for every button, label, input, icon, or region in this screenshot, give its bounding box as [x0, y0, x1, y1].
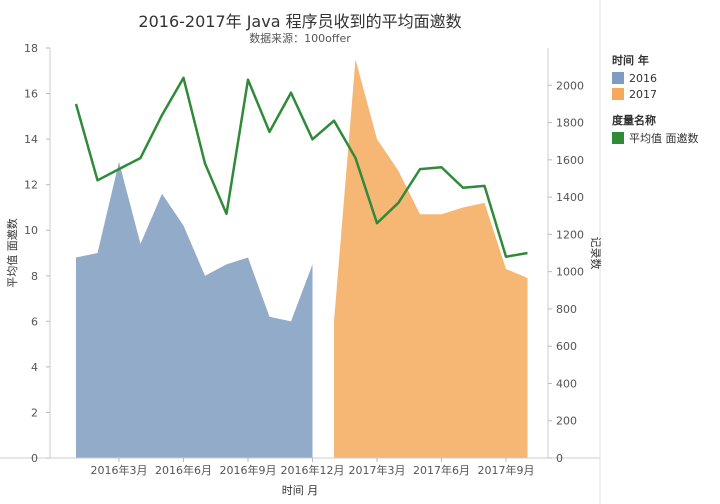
legend-label: 平均值 面邀数	[629, 132, 699, 145]
y-right-tick-label: 600	[556, 340, 577, 353]
y-right-tick-label: 200	[556, 415, 577, 428]
legend-item: 平均值 面邀数	[612, 130, 699, 146]
x-tick-label: 2017年9月	[478, 463, 535, 477]
chart-title: 2016-2017年 Java 程序员收到的平均面邀数	[138, 12, 462, 31]
y-right-axis-title: 记录数	[589, 237, 602, 270]
y-right-tick-label: 0	[556, 452, 563, 465]
legend-swatch	[612, 132, 624, 144]
y-left-tick-label: 18	[24, 42, 38, 55]
line-layer	[74, 76, 528, 258]
legend: 时间 年 2016 2017 度量名称平均值 面邀数	[612, 52, 699, 156]
y-right-tick-label: 800	[556, 303, 577, 316]
y-right-tick-label: 1400	[556, 191, 584, 204]
x-axis-title: 时间 月	[282, 484, 319, 497]
legend-swatch	[612, 88, 624, 100]
legend-label: 2017	[629, 87, 657, 101]
legend-item: 2017	[612, 86, 699, 102]
y-left-tick-label: 2	[31, 406, 38, 419]
x-tick-label: 2016年9月	[220, 463, 277, 477]
legend-item: 2016	[612, 70, 699, 86]
x-tick-label: 2016年6月	[155, 463, 212, 477]
y-left-tick-label: 8	[31, 270, 38, 283]
y-right-tick-label: 1200	[556, 228, 584, 241]
legend-swatch	[612, 72, 624, 84]
y-right-tick-label: 1600	[556, 154, 584, 167]
x-tick-label: 2017年3月	[349, 463, 406, 477]
x-tick-label: 2016年12月	[281, 463, 345, 477]
legend-label: 2016	[629, 71, 657, 85]
y-left-tick-label: 6	[31, 315, 38, 328]
axes-layer: 0 2 4 6 8 10 12 14 16 18 0 200 400 600 800 1000 1200 1400…	[0, 0, 602, 504]
legend-title: 度量名称	[612, 114, 656, 127]
area-layer	[76, 59, 528, 459]
area-series-2016	[76, 161, 313, 458]
legend-group: 时间 年 2016 2017	[612, 52, 699, 102]
y-left-tick-label: 14	[24, 133, 38, 146]
area-series-2017	[334, 59, 528, 459]
legend-title: 时间 年	[612, 54, 649, 67]
y-left-tick-label: 16	[24, 88, 38, 101]
chart-subtitle: 数据来源：100offer	[249, 32, 351, 45]
y-left-tick-label: 0	[31, 452, 38, 465]
y-right-tick-label: 1000	[556, 266, 584, 279]
line-series-avg-invites	[74, 76, 528, 258]
x-tick-label: 2016年3月	[91, 463, 148, 477]
y-left-axis-title: 平均值 面邀数	[5, 218, 19, 288]
x-tick-label: 2017年6月	[413, 463, 470, 477]
y-right-tick-label: 1800	[556, 117, 584, 130]
y-left-tick-label: 12	[24, 179, 38, 192]
y-right-tick-label: 2000	[556, 79, 584, 92]
y-left-tick-label: 4	[31, 361, 38, 374]
y-left-tick-label: 10	[24, 224, 38, 237]
y-right-tick-label: 400	[556, 377, 577, 390]
legend-group: 度量名称平均值 面邀数	[612, 112, 699, 146]
